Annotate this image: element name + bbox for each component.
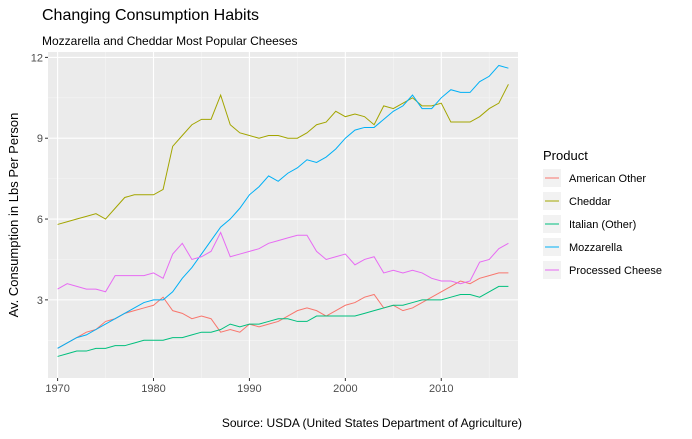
x-tick-label: 2000 — [333, 383, 357, 395]
legend-label: Mozzarella — [569, 242, 623, 254]
series-line-processed-cheese — [57, 231, 509, 293]
y-tick-label: 12 — [31, 52, 43, 64]
legend-label: American Other — [569, 173, 646, 185]
series-line-cheddar — [57, 84, 509, 225]
chart-title: Changing Consumption Habits — [42, 7, 260, 24]
legend-title: Product — [543, 148, 588, 163]
legend-label: Italian (Other) — [569, 219, 636, 231]
y-tick-label: 6 — [37, 214, 43, 226]
series-lines — [57, 64, 509, 357]
series-line-italian-other — [57, 285, 509, 357]
y-tick-label: 9 — [37, 133, 43, 145]
legend-label: Cheddar — [569, 196, 612, 208]
x-axis: 1970 1980 1990 2000 2010 — [45, 378, 454, 395]
plot-panel — [48, 52, 518, 378]
x-tick-label: 1990 — [237, 383, 261, 395]
y-tick-label: 3 — [37, 295, 43, 307]
x-tick-label: 1980 — [141, 383, 165, 395]
x-tick-label: 2010 — [429, 383, 453, 395]
chart-subtitle: Mozzarella and Cheddar Most Popular Chee… — [42, 34, 298, 48]
legend: American Other Cheddar Italian (Other) Mozz… — [543, 169, 662, 279]
x-tick-label: 1970 — [45, 383, 69, 395]
legend-label: Processed Cheese — [569, 265, 662, 277]
y-axis: 3 6 9 12 — [31, 52, 48, 307]
series-line-mozzarella — [57, 64, 509, 349]
y-axis-title: Av. Consumption in Lbs Per Person — [6, 113, 21, 318]
grid-minor — [48, 52, 518, 378]
chart-caption: Source: USDA (United States Department o… — [221, 416, 522, 430]
